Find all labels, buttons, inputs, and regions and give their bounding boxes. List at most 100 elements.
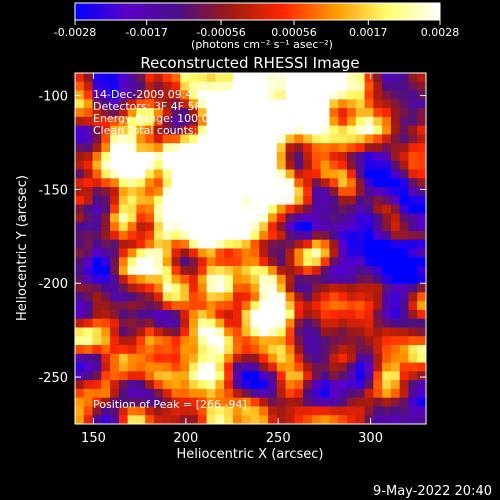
heatmap-cell <box>259 151 269 162</box>
heatmap-cell <box>390 222 401 232</box>
heatmap-cell <box>197 406 208 416</box>
heatmap-cell <box>241 230 252 241</box>
heatmap-cell <box>303 336 313 346</box>
heatmap-cell <box>83 388 94 399</box>
heatmap-cell <box>347 266 357 276</box>
heatmap-cell <box>268 143 278 153</box>
heatmap-cell <box>303 327 313 337</box>
heatmap-cell <box>250 362 260 372</box>
heatmap-cell <box>127 73 138 83</box>
heatmap-cell <box>197 99 208 109</box>
heatmap-cell <box>303 213 313 223</box>
heatmap-cell <box>294 178 304 188</box>
heatmap-cell <box>259 81 269 92</box>
heatmap-cell <box>75 134 85 144</box>
heatmap-cell <box>153 415 164 424</box>
heatmap-cell <box>259 230 269 241</box>
heatmap-cell <box>110 257 120 267</box>
heatmap-cell <box>320 327 331 337</box>
heatmap-cell <box>390 230 401 241</box>
heatmap-cell <box>189 90 199 100</box>
heatmap-cell <box>355 415 366 424</box>
heatmap-cell <box>232 187 243 197</box>
heatmap-cell <box>250 239 260 250</box>
heatmap-cell <box>303 195 313 206</box>
heatmap-cell <box>83 353 94 364</box>
heatmap-cell <box>347 90 357 100</box>
heatmap-cell <box>338 283 348 293</box>
heatmap-cell <box>268 151 278 162</box>
heatmap-cell <box>382 151 392 162</box>
heatmap-cell <box>303 108 313 118</box>
heatmap-cell <box>127 353 138 364</box>
heatmap-cell <box>232 222 243 232</box>
heatmap-cell <box>241 81 252 92</box>
heatmap-cell <box>83 362 94 372</box>
heatmap-cell <box>355 353 366 364</box>
heatmap-cell <box>399 187 410 197</box>
heatmap-cell <box>110 169 120 179</box>
heatmap-cell <box>355 283 366 293</box>
heatmap-cell <box>162 345 173 355</box>
heatmap-cell <box>153 169 164 179</box>
heatmap-cell <box>259 309 269 320</box>
heatmap-cell <box>136 353 146 364</box>
heatmap-cell <box>285 301 295 311</box>
heatmap-cell <box>364 204 374 214</box>
heatmap-cell <box>364 116 374 127</box>
heatmap-cell <box>347 388 357 399</box>
heatmap-cell <box>329 195 339 206</box>
heatmap-cell <box>364 81 374 92</box>
heatmap-cell <box>259 406 269 416</box>
heatmap-cell <box>408 380 418 390</box>
heatmap-cell <box>136 178 146 188</box>
heatmap-cell <box>382 81 392 92</box>
heatmap-cell <box>320 222 331 232</box>
heatmap-cell <box>83 178 94 188</box>
heatmap-cell <box>127 116 138 127</box>
heatmap-cell <box>215 134 225 144</box>
heatmap-cell <box>408 362 418 372</box>
heatmap-cell <box>153 353 164 364</box>
heatmap-cell <box>241 169 252 179</box>
heatmap-cell <box>162 143 173 153</box>
heatmap-cell <box>417 222 426 232</box>
heatmap-cell <box>153 73 164 83</box>
heatmap-cell <box>92 213 102 223</box>
heatmap-cell <box>417 345 426 355</box>
heatmap-cell <box>259 239 269 250</box>
heatmap-cell <box>83 283 94 293</box>
heatmap-cell <box>355 301 366 311</box>
heatmap-cell <box>83 415 94 424</box>
heatmap-cell <box>259 301 269 311</box>
heatmap-cell <box>276 99 287 109</box>
heatmap-cell <box>206 204 216 214</box>
heatmap-cell <box>171 116 181 127</box>
heatmap-cell <box>399 248 410 258</box>
heatmap-cell <box>206 239 216 250</box>
heatmap-cell <box>215 274 225 285</box>
heatmap-cell <box>355 213 366 223</box>
heatmap-cell <box>373 143 383 153</box>
heatmap-cell <box>259 108 269 118</box>
heatmap-cell <box>101 327 111 337</box>
heatmap-cell <box>197 134 208 144</box>
heatmap-cell <box>276 143 287 153</box>
heatmap-cell <box>294 301 304 311</box>
heatmap-cell <box>373 169 383 179</box>
heatmap-cell <box>171 318 181 329</box>
heatmap-cell <box>145 151 155 162</box>
heatmap-cell <box>382 283 392 293</box>
heatmap-cell <box>241 309 252 320</box>
heatmap-cell <box>259 388 269 399</box>
heatmap-cell <box>180 90 190 100</box>
heatmap-cell <box>83 187 94 197</box>
heatmap-cell <box>250 388 260 399</box>
heatmap-cell <box>294 292 304 302</box>
heatmap-cell <box>417 169 426 179</box>
heatmap-cell <box>215 99 225 109</box>
heatmap-cell <box>338 371 348 381</box>
heatmap-cell <box>92 108 102 118</box>
heatmap-cell <box>75 406 85 416</box>
heatmap-cell <box>127 327 138 337</box>
